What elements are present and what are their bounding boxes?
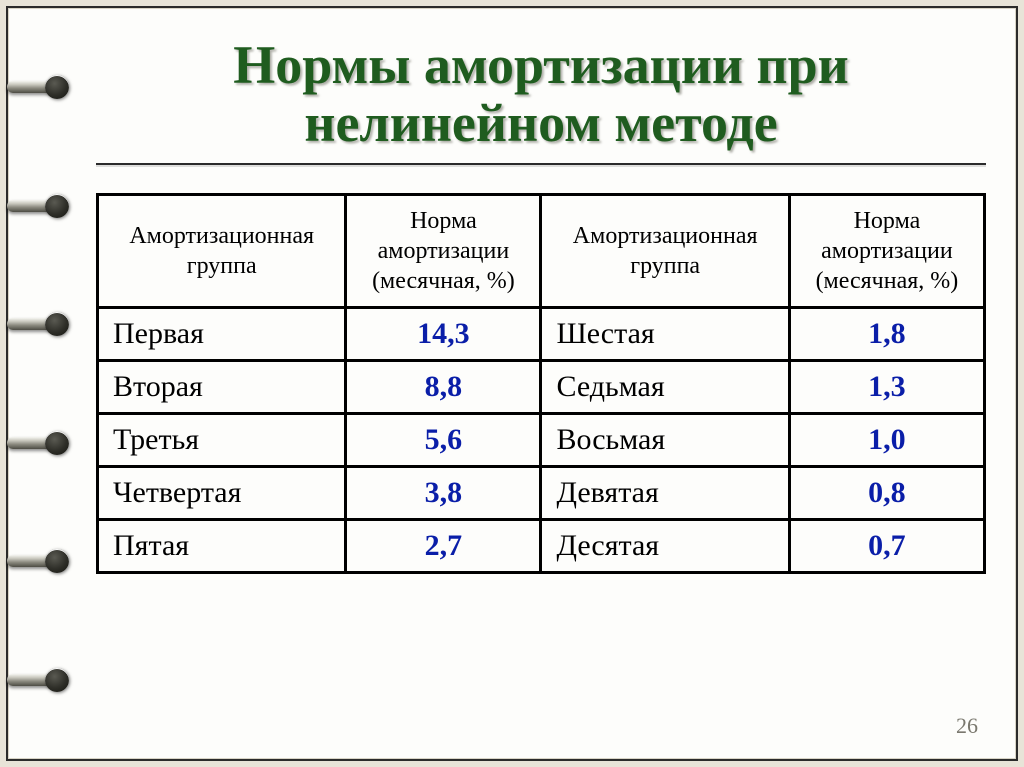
binder-ring [17,306,77,342]
title-rule [96,163,986,165]
binder-ring [17,543,77,579]
group-cell: Девятая [541,466,789,519]
value-cell: 3,8 [346,466,541,519]
group-cell: Пятая [98,519,346,572]
value-cell: 2,7 [346,519,541,572]
col-header-group: Амортизационная группа [98,194,346,307]
table-row: Первая 14,3 Шестая 1,8 [98,307,985,360]
value-cell: 14,3 [346,307,541,360]
table-row: Четвертая 3,8 Девятая 0,8 [98,466,985,519]
value-cell: 5,6 [346,413,541,466]
group-cell: Четвертая [98,466,346,519]
group-cell: Первая [98,307,346,360]
group-cell: Восьмая [541,413,789,466]
col-header-rate: Норма амортизации (месячная, %) [346,194,541,307]
table-header-row: Амортизационная группа Норма амортизации… [98,194,985,307]
binder-ring [17,662,77,698]
value-cell: 0,8 [789,466,984,519]
page-number: 26 [956,713,978,739]
value-cell: 0,7 [789,519,984,572]
table-row: Пятая 2,7 Десятая 0,7 [98,519,985,572]
slide-frame: Нормы амортизации при нелинейном методе … [6,6,1018,761]
value-cell: 1,8 [789,307,984,360]
spiral-binder [8,8,86,759]
group-cell: Десятая [541,519,789,572]
binder-ring [17,69,77,105]
title-line-1: Нормы амортизации при [233,35,849,95]
value-cell: 8,8 [346,360,541,413]
col-header-rate: Норма амортизации (месячная, %) [789,194,984,307]
table-row: Вторая 8,8 Седьмая 1,3 [98,360,985,413]
amortization-table: Амортизационная группа Норма амортизации… [96,193,986,574]
group-cell: Третья [98,413,346,466]
group-cell: Шестая [541,307,789,360]
table-row: Третья 5,6 Восьмая 1,0 [98,413,985,466]
binder-ring [17,188,77,224]
value-cell: 1,0 [789,413,984,466]
group-cell: Седьмая [541,360,789,413]
value-cell: 1,3 [789,360,984,413]
slide-content: Нормы амортизации при нелинейном методе … [96,36,986,739]
col-header-group: Амортизационная группа [541,194,789,307]
group-cell: Вторая [98,360,346,413]
title-line-2: нелинейном методе [304,93,777,153]
binder-ring [17,425,77,461]
slide-title: Нормы амортизации при нелинейном методе [96,36,986,153]
